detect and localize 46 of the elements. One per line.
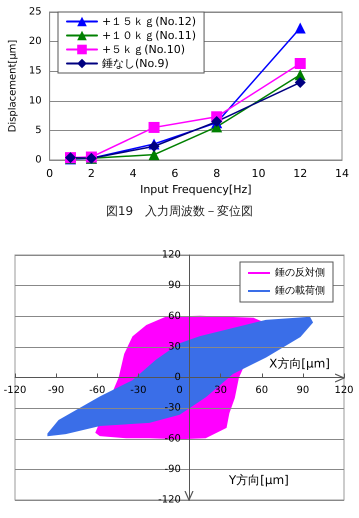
legend-label: +１５ｋｇ(No.12) [102, 15, 196, 28]
x-tick-label: 14 [335, 167, 349, 180]
x-tick-label: 6 [171, 167, 178, 180]
y-tick-label: 60 [168, 310, 181, 322]
x-tick-label: -30 [130, 385, 147, 396]
point [294, 76, 306, 88]
x-tick-label: -120 [4, 385, 26, 396]
y-axis-title: Displacement[μm] [8, 40, 18, 132]
y-tick-label: 10 [28, 95, 42, 106]
y-tick-label: 90 [168, 280, 181, 292]
x-tick-label: 90 [296, 385, 310, 396]
y-tick-label: 15 [28, 66, 42, 77]
y-tick-label: 120 [162, 250, 181, 260]
x-tick-label: -60 [89, 385, 106, 396]
point [294, 58, 306, 70]
y-tick-label: 20 [28, 36, 42, 48]
x-tick-label: 8 [213, 167, 220, 180]
x-axis-title: X方向[μm] [269, 356, 330, 370]
y-tick-label: 25 [28, 6, 42, 18]
legend-label: 錘の反対側 [275, 266, 325, 278]
x-tick-label: 2 [88, 167, 95, 180]
x-tick-label: 30 [214, 385, 227, 396]
y-tick-label: 0 [35, 154, 42, 166]
legend-label: 錘の載荷側 [275, 284, 325, 296]
x-axis-title: Input Frequency[Hz] [140, 182, 252, 196]
y-tick-label: -60 [164, 433, 181, 444]
legend-label: 錘なし(No.9) [102, 57, 169, 70]
point [148, 122, 160, 133]
y-tick-label: 5 [35, 124, 42, 136]
x-tick-label: -90 [48, 385, 64, 396]
legend-label: +５ｋｇ(No.10) [102, 43, 186, 56]
x-tick-label: 4 [130, 167, 137, 180]
y-tick-label: 30 [168, 341, 181, 352]
x-tick-label: 120 [334, 385, 354, 396]
x-tick-label: 10 [251, 167, 266, 180]
x-tick-label: 60 [255, 385, 268, 396]
x-tick-label: 0 [46, 167, 54, 180]
caption: 図19 入力周波数－変位図 [104, 203, 254, 220]
y-tick-label: -90 [164, 464, 181, 475]
y-axis-title: Y方向[μm] [228, 473, 289, 487]
x-tick-label: 12 [293, 167, 308, 180]
point [148, 149, 160, 160]
point [294, 22, 306, 34]
legend-label: +１０ｋｇ(No.11) [102, 29, 196, 42]
y-tick-label: -30 [164, 402, 181, 414]
y-tick-label: -120 [158, 494, 181, 506]
